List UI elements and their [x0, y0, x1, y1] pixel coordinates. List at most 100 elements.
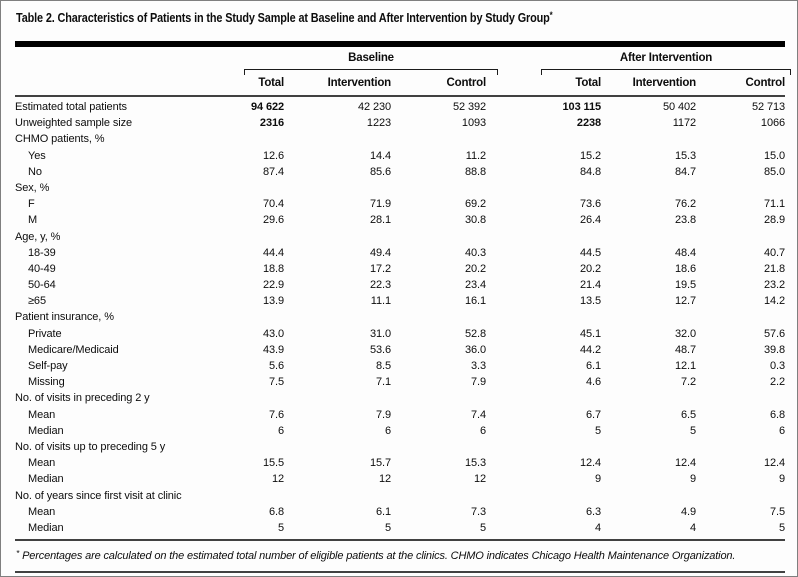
- row-value: 52.8: [464, 327, 486, 340]
- table-title-text: Table 2. Characteristics of Patients in …: [16, 11, 550, 25]
- row-value: 7.5: [269, 376, 284, 389]
- row-value: [696, 390, 785, 406]
- row-label: Estimated total patients: [15, 101, 127, 113]
- table-row: Median 5 5 5 4 4 5: [15, 520, 785, 536]
- table-row: Mean 6.8 6.1 7.3 6.3 4.9 7.5: [15, 504, 785, 520]
- table-row: Estimated total patients 94 622 42 230 5…: [15, 99, 785, 115]
- row-value: 20.2: [464, 262, 486, 275]
- row-value: 12.4: [579, 457, 601, 470]
- row-value: [696, 488, 785, 504]
- row-label: 40-49: [28, 262, 56, 275]
- row-value: [486, 439, 601, 455]
- row-value: 6.8: [269, 505, 284, 518]
- row-value: [486, 309, 601, 325]
- row-label: Sex, %: [15, 181, 50, 194]
- row-value: 21.4: [579, 279, 601, 292]
- column-header-row: Total Intervention Control Total Interve…: [15, 77, 785, 89]
- row-value: 48.4: [674, 246, 696, 259]
- row-value: 14.2: [763, 295, 785, 308]
- row-value: 6.7: [586, 408, 601, 421]
- row-value: [601, 229, 696, 245]
- row-value: 21.8: [763, 262, 785, 275]
- row-value: 15.0: [763, 149, 785, 162]
- row-value: [391, 131, 486, 147]
- row-value: [391, 180, 486, 196]
- table-row: No. of visits up to preceding 5 y: [15, 439, 785, 455]
- row-value: 43.9: [262, 343, 284, 356]
- row-value: 45.1: [579, 327, 601, 340]
- row-value: [601, 180, 696, 196]
- row-value: 12.7: [674, 295, 696, 308]
- row-label: F: [28, 198, 35, 211]
- row-value: 88.8: [464, 165, 486, 178]
- row-label: 18-39: [28, 246, 56, 259]
- row-value: 29.6: [262, 214, 284, 227]
- row-label: Median: [28, 424, 64, 437]
- row-value: 23.8: [674, 214, 696, 227]
- row-label: Unweighted sample size: [15, 117, 133, 130]
- bottom-rule: [15, 571, 785, 573]
- table-title: Table 2. Characteristics of Patients in …: [16, 10, 553, 25]
- table-row: Sex, %: [15, 180, 785, 196]
- table-row: Mean 15.5 15.7 15.3 12.4 12.4 12.4: [15, 455, 785, 471]
- table-row: Unweighted sample size 2316 1223 1093 22…: [15, 115, 785, 131]
- row-value: 15.2: [579, 149, 601, 162]
- row-value: 6: [778, 424, 785, 437]
- row-value: [601, 488, 696, 504]
- row-value: 12.1: [674, 360, 696, 372]
- row-value: 44.4: [262, 246, 284, 259]
- row-value: 36.0: [464, 343, 486, 356]
- row-value: 20.2: [579, 262, 601, 275]
- row-value: 73.6: [579, 198, 601, 211]
- baseline-group-bracket: [244, 69, 498, 75]
- row-label: Missing: [28, 376, 65, 389]
- row-label: Mean: [28, 505, 56, 518]
- row-value: 103 115: [562, 101, 602, 113]
- column-header-after-intervention: Intervention: [632, 77, 697, 89]
- row-value: 40.7: [763, 246, 785, 259]
- row-value: [284, 131, 391, 147]
- row-value: [696, 229, 785, 245]
- row-value: 7.3: [471, 505, 486, 518]
- row-value: [284, 439, 391, 455]
- row-label: Self-pay: [28, 360, 68, 372]
- row-value: 6.1: [586, 360, 601, 372]
- row-value: 9: [689, 473, 696, 486]
- row-value: [209, 488, 284, 504]
- row-value: [391, 229, 486, 245]
- row-value: 7.6: [269, 408, 284, 421]
- row-value: [284, 309, 391, 325]
- row-value: 43.0: [262, 327, 284, 340]
- row-value: 11.2: [465, 149, 486, 162]
- table-row: 18-39 44.4 49.4 40.3 44.5 48.4 40.7: [15, 245, 785, 261]
- row-label: No: [28, 165, 42, 178]
- row-value: 28.9: [763, 214, 785, 227]
- table-row: Median 6 6 6 5 5 6: [15, 423, 785, 439]
- column-header-baseline-control: Control: [446, 77, 487, 89]
- row-value: 70.4: [262, 198, 284, 211]
- row-value: 5.6: [269, 360, 284, 372]
- table-row: ≥65 13.9 11.1 16.1 13.5 12.7 14.2: [15, 293, 785, 309]
- row-label: Mean: [28, 408, 56, 421]
- row-value: 48.7: [674, 343, 696, 356]
- after-intervention-group-bracket: [541, 69, 791, 75]
- table-row: 50-64 22.9 22.3 23.4 21.4 19.5 23.2: [15, 277, 785, 293]
- table-row: No. of years since first visit at clinic: [15, 488, 785, 504]
- row-value: 4.9: [681, 505, 696, 518]
- table-row: Patient insurance, %: [15, 309, 785, 325]
- header-divider-rule: [15, 95, 785, 97]
- row-value: [284, 229, 391, 245]
- table-row: Median 12 12 12 9 9 9: [15, 471, 785, 487]
- row-value: 44.5: [579, 246, 601, 259]
- row-label: Patient insurance, %: [15, 311, 114, 324]
- table-row: No. of visits in preceding 2 y: [15, 390, 785, 406]
- column-header-baseline-intervention: Intervention: [327, 77, 392, 89]
- row-value: [486, 131, 601, 147]
- row-value: 71.1: [763, 198, 785, 211]
- row-value: 13.5: [579, 295, 601, 308]
- row-value: [696, 439, 785, 455]
- row-value: 42 230: [357, 101, 391, 113]
- row-value: [696, 180, 785, 196]
- row-value: 22.3: [369, 279, 391, 292]
- row-value: [391, 309, 486, 325]
